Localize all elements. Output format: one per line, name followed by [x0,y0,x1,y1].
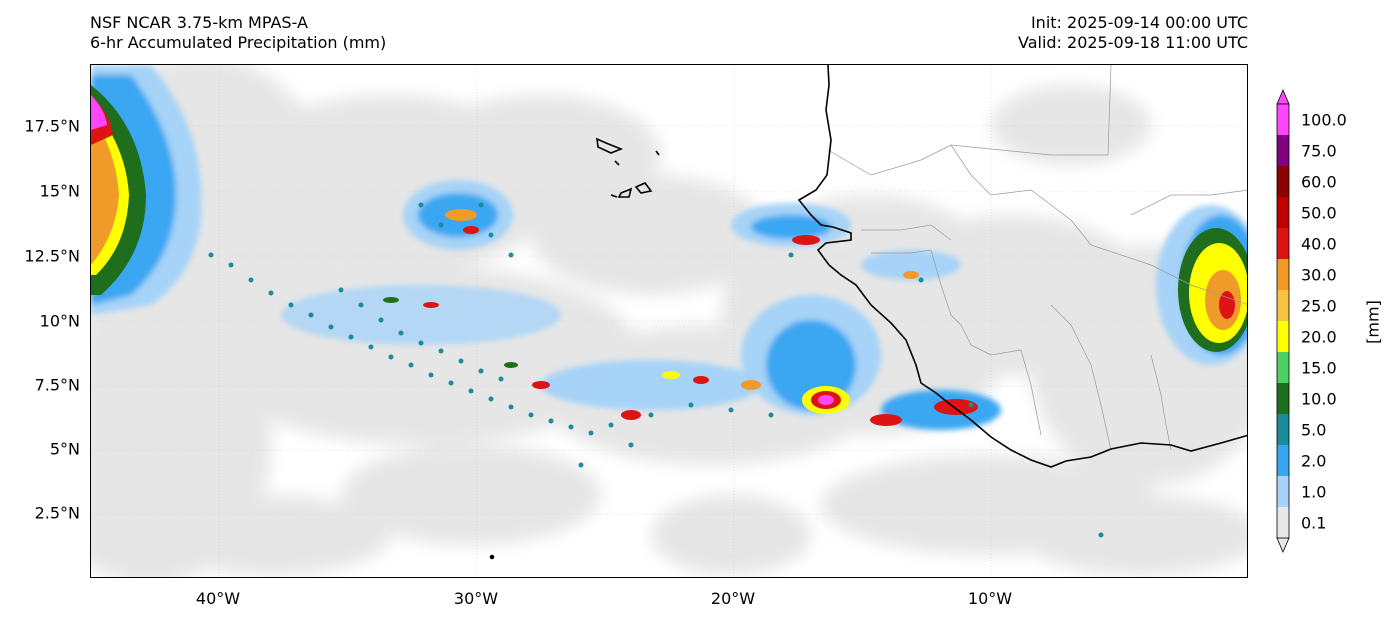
colorbar-segment [1277,352,1289,383]
colorbar-segment [1277,104,1289,135]
colorbar-segment [1277,228,1289,259]
colorbar [1276,88,1290,554]
precip-map [91,65,1247,577]
colorbar-tick-label: 1.0 [1301,482,1327,501]
light-precip-layer [91,65,1247,430]
colorbar-tick-label: 15.0 [1301,358,1337,377]
colorbar-extend-low [1276,537,1290,554]
colorbar-segment [1277,383,1289,414]
colorbar-segment [1277,290,1289,321]
colorbar-segment [1277,166,1289,197]
colorbar-segment [1277,414,1289,445]
colorbar-segment [1277,507,1289,538]
colorbar-tick-label: 2.0 [1301,451,1327,470]
colorbar-segment [1277,321,1289,352]
colorbar-segment [1277,476,1289,507]
lat-tick-label: 12.5°N [24,246,80,266]
colorbar-tick-label: 10.0 [1301,389,1337,408]
coastlines [489,65,1247,560]
colorbar-tick-label: 0.1 [1301,513,1327,532]
colorbar-segment [1277,135,1289,166]
init-time: Init: 2025-09-14 00:00 UTC [1030,13,1248,32]
lat-tick-label: 17.5°N [24,116,80,136]
colorbar-tick-label: 20.0 [1301,327,1337,346]
lat-tick-label: 5°N [49,439,80,459]
plot-title-right: Init: 2025-09-14 00:00 UTC Valid: 2025-0… [1018,13,1248,53]
model-name: NSF NCAR 3.75-km MPAS-A [90,13,308,32]
lon-tick-label: 20°W [710,589,756,608]
colorbar-segment [1277,197,1289,228]
plot-title-left: NSF NCAR 3.75-km MPAS-A 6-hr Accumulated… [90,13,386,53]
field-name: 6-hr Accumulated Precipitation (mm) [90,33,387,52]
trace-precip-layer [91,65,1247,577]
lon-tick-label: 10°W [967,589,1013,608]
colorbar-title: [mm] [1363,300,1383,344]
colorbar-tick-label: 30.0 [1301,265,1337,284]
valid-time: Valid: 2025-09-18 11:00 UTC [1017,33,1248,52]
colorbar-outline [1276,103,1290,539]
colorbar-tick-label: 25.0 [1301,296,1337,315]
colorbar-tick-label: 50.0 [1301,203,1337,222]
lat-tick-label: 2.5°N [34,503,80,523]
colorbar-segment [1277,259,1289,290]
colorbar-tick-label: 60.0 [1301,172,1337,191]
heavy-precip-layer [91,85,1247,426]
map-panel [90,64,1248,578]
colorbar-tick-label: 75.0 [1301,141,1337,160]
lon-tick-label: 40°W [195,589,241,608]
colorbar-tick-label: 100.0 [1301,110,1347,129]
colorbar-segment [1277,445,1289,476]
colorbar-tick-label: 40.0 [1301,234,1337,253]
colorbar-tick-label: 5.0 [1301,420,1327,439]
lat-tick-label: 15°N [39,181,80,201]
convective-cells [208,202,1104,538]
lat-tick-label: 7.5°N [34,375,80,395]
country-borders [827,65,1247,451]
colorbar-extend-high [1276,88,1290,105]
lat-tick-label: 10°N [39,311,80,331]
lon-tick-label: 30°W [453,589,499,608]
